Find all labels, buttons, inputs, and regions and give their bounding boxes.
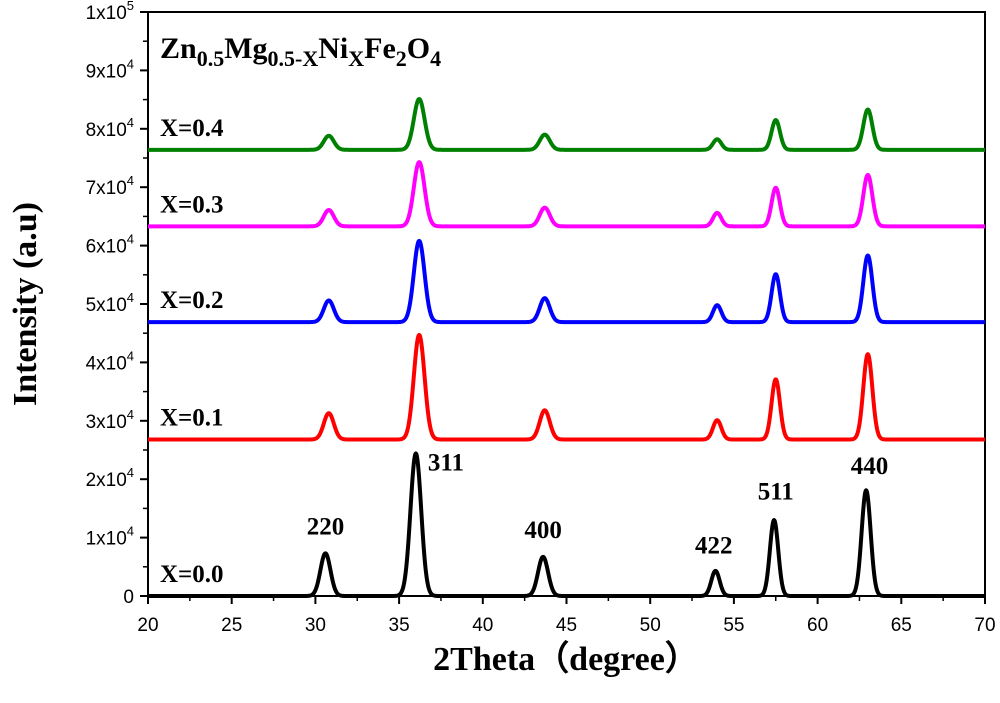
series-label-1: X=0.1 [160, 404, 224, 431]
y-tick-label: 4x104 [86, 348, 134, 374]
y-axis-ticks: 0 1x104 2x104 3x104 4x104 5x104 6x104 7x104 8x10… [86, 0, 148, 608]
y-tick-label: 0 [123, 587, 134, 608]
y-tick-label: 9x104 [86, 56, 134, 82]
series-line-1 [146, 332, 987, 442]
x-axis-title: 2Theta（degree） [433, 639, 699, 678]
x-tick-label: 65 [891, 615, 912, 636]
y-axis-title: Intensity (a.u) [7, 202, 44, 406]
peak-label-440: 440 [851, 453, 889, 480]
x-tick-label: 55 [723, 615, 744, 636]
series-line-4 [146, 97, 987, 152]
peak-label-422: 422 [695, 532, 733, 559]
y-tick-label: 1x105 [86, 0, 134, 24]
y-tick-label: 7x104 [86, 173, 134, 199]
peak-label-220: 220 [307, 514, 345, 541]
series-group [146, 97, 987, 598]
series-line-3 [146, 160, 987, 229]
series-label-4: X=0.4 [160, 115, 224, 142]
x-tick-label: 50 [640, 615, 661, 636]
y-tick-label: 2x104 [86, 465, 134, 491]
x-tick-label: 20 [137, 615, 158, 636]
peak-label-311: 311 [428, 449, 464, 476]
x-tick-label: 40 [472, 615, 493, 636]
series-label-0: X=0.0 [160, 561, 224, 588]
series-label-2: X=0.2 [160, 287, 224, 314]
chart-title: Zn0.5Mg0.5-XNiXFe2O4 [160, 32, 441, 71]
peak-labels: 220 311 400 422 511 440 [307, 449, 889, 559]
series-labels: X=0.0 X=0.1 X=0.2 X=0.3 X=0.4 [160, 115, 224, 588]
x-tick-label: 25 [221, 615, 242, 636]
series-line-0 [146, 451, 987, 598]
x-axis-ticks: 20 25 30 35 40 45 50 55 60 65 70 [137, 596, 996, 636]
peak-label-511: 511 [758, 479, 794, 506]
peak-label-400: 400 [524, 517, 562, 544]
y-tick-label: 5x104 [86, 290, 134, 316]
series-label-3: X=0.3 [160, 191, 224, 218]
y-tick-label: 3x104 [86, 407, 134, 433]
y-tick-label: 6x104 [86, 232, 134, 258]
y-tick-label: 8x104 [86, 115, 134, 141]
y-tick-label: 1x104 [86, 524, 134, 550]
series-line-2 [146, 238, 987, 325]
x-tick-label: 35 [389, 615, 410, 636]
x-tick-label: 30 [305, 615, 326, 636]
x-tick-label: 60 [807, 615, 828, 636]
x-tick-label: 45 [556, 615, 577, 636]
x-tick-label: 70 [974, 615, 995, 636]
